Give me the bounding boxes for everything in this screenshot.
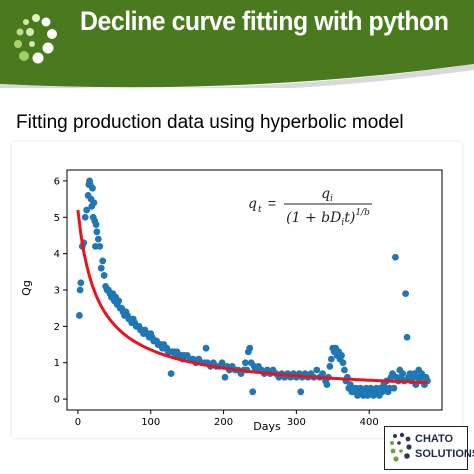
data-point: [221, 373, 229, 381]
y-tick-label: 5: [54, 213, 60, 224]
x-tick-label: 300: [287, 417, 306, 428]
data-point: [323, 381, 331, 388]
data-point: [77, 279, 85, 287]
y-tick-label: 0: [54, 395, 60, 406]
data-point: [94, 235, 102, 243]
y-tick-label: 6: [54, 176, 60, 187]
data-point: [115, 297, 123, 305]
data-point: [390, 384, 398, 392]
data-point: [75, 312, 83, 319]
data-point: [81, 213, 89, 221]
svg-text:(1 + bDit)1/b: (1 + bDit)1/b: [286, 208, 370, 228]
svg-text:t: t: [258, 205, 262, 215]
data-point: [403, 333, 411, 341]
data-point: [100, 272, 108, 279]
data-point: [341, 366, 348, 374]
formula-annotation: q t = qi (1 + bDit)1/b: [248, 186, 372, 228]
y-tick-label: 2: [54, 322, 60, 333]
data-point: [97, 264, 105, 272]
data-point: [246, 344, 254, 352]
x-axis-label: Days: [253, 420, 281, 433]
data-point: [89, 184, 96, 192]
axis-ticks: 0 100 200 300 400 0 1 2 3 4 5 6: [54, 176, 379, 428]
data-point: [326, 362, 334, 370]
hyperbolic-fit-line: [76, 209, 428, 385]
decline-curve-chart: 0 100 200 300 400 0 1 2 3 4 5 6 Days Qg q t = qi (1…: [20, 169, 443, 433]
data-point: [297, 388, 305, 396]
data-point: [391, 253, 399, 261]
data-point: [339, 359, 347, 367]
subtitle: Fitting production data using hyperbolic…: [16, 112, 404, 133]
data-point: [399, 370, 407, 378]
company-logo: CHATO SOLUTIONS: [384, 426, 474, 470]
data-point: [93, 228, 101, 236]
x-tick-label: 100: [141, 417, 160, 428]
dot-spiral-logo-icon: [390, 432, 412, 462]
data-point: [319, 370, 326, 378]
y-tick-label: 3: [54, 286, 60, 297]
y-axis-label: Qg: [20, 280, 33, 296]
logo-wordmark: CHATO SOLUTIONS: [415, 432, 474, 462]
data-point: [90, 199, 98, 207]
data-point: [402, 290, 409, 298]
data-point: [99, 257, 107, 265]
data-point: [327, 355, 335, 363]
y-tick-label: 1: [54, 358, 60, 369]
dot-spiral-logo-icon: [14, 14, 57, 64]
data-point: [338, 352, 345, 359]
y-tick-label: 4: [54, 249, 60, 260]
data-point: [96, 242, 104, 250]
data-point: [76, 286, 84, 294]
header-background: [0, 0, 474, 88]
data-point: [92, 221, 100, 228]
logo-line-2: SOLUTIONS: [415, 448, 474, 460]
data-point: [313, 366, 321, 374]
x-tick-label: 400: [360, 417, 379, 428]
svg-text:qi: qi: [321, 186, 333, 204]
svg-text:=: =: [268, 195, 276, 211]
page-title: Decline curve fitting with python: [80, 6, 449, 36]
data-point: [202, 344, 210, 352]
data-point: [167, 370, 175, 378]
data-point: [83, 206, 91, 214]
data-point: [241, 359, 249, 367]
x-tick-label: 0: [75, 417, 81, 428]
svg-text:q: q: [248, 196, 257, 212]
logo-line-1: CHATO: [415, 433, 454, 445]
data-point: [249, 388, 257, 396]
header-banner: Decline curve fitting with python: [0, 0, 474, 88]
x-tick-label: 200: [214, 417, 233, 428]
